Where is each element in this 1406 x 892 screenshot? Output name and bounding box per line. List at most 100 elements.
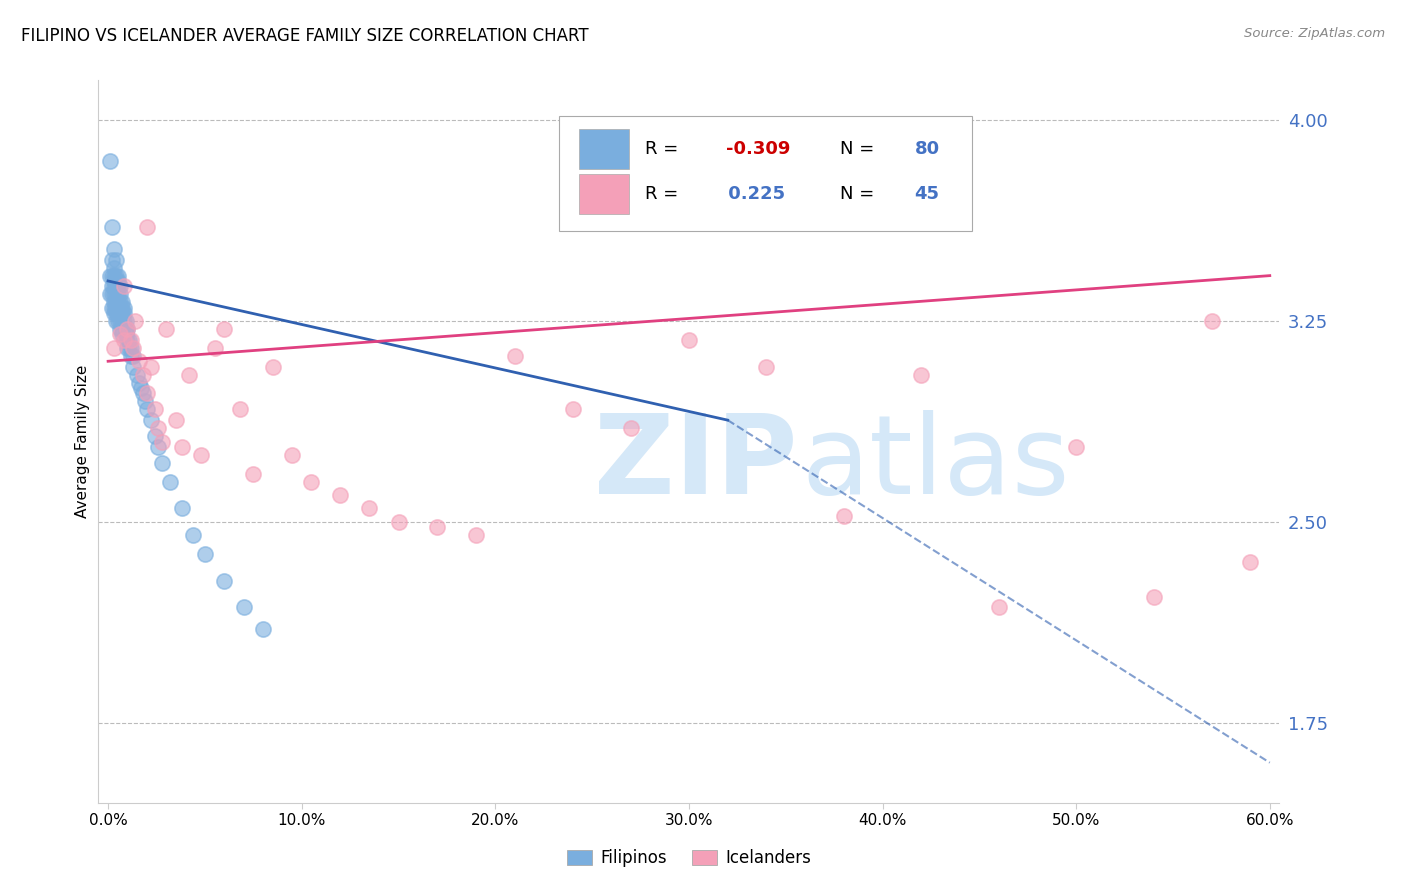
Point — [262, 359, 284, 374]
Point — [204, 341, 226, 355]
Point — [114, 314, 136, 328]
Point — [129, 381, 152, 395]
Point — [232, 600, 254, 615]
Point — [114, 322, 136, 336]
Text: 80: 80 — [914, 140, 939, 158]
Point — [242, 467, 264, 481]
Point — [101, 279, 124, 293]
Point — [159, 475, 181, 489]
Point — [122, 359, 145, 374]
Point — [1064, 440, 1087, 454]
Point — [103, 274, 125, 288]
Point — [426, 520, 449, 534]
Point — [150, 456, 173, 470]
Point — [329, 488, 352, 502]
Point — [108, 327, 131, 342]
Point — [103, 301, 125, 315]
Point — [359, 501, 381, 516]
Point — [170, 440, 193, 454]
Text: R =: R = — [645, 186, 679, 203]
Point — [101, 252, 124, 267]
Point — [107, 287, 129, 301]
Text: -0.309: -0.309 — [725, 140, 790, 158]
Point — [104, 287, 127, 301]
Point — [117, 322, 139, 336]
Point — [108, 322, 131, 336]
Point — [561, 402, 583, 417]
Point — [98, 268, 121, 283]
Text: FILIPINO VS ICELANDER AVERAGE FAMILY SIZE CORRELATION CHART: FILIPINO VS ICELANDER AVERAGE FAMILY SIZ… — [21, 27, 589, 45]
Point — [117, 333, 139, 347]
Point — [111, 295, 134, 310]
Point — [143, 402, 166, 417]
Point — [281, 448, 304, 462]
Point — [832, 509, 855, 524]
Point — [128, 354, 150, 368]
Point — [104, 274, 127, 288]
FancyBboxPatch shape — [579, 129, 628, 169]
Point — [135, 386, 157, 401]
Point — [103, 306, 125, 320]
Text: ZIP: ZIP — [595, 409, 797, 516]
Point — [101, 301, 124, 315]
Point — [229, 402, 252, 417]
Point — [1142, 590, 1164, 604]
Point — [120, 341, 142, 355]
Point — [387, 515, 409, 529]
Point — [132, 368, 155, 382]
Point — [179, 368, 201, 382]
Point — [98, 153, 121, 168]
Point — [139, 413, 162, 427]
Point — [465, 528, 488, 542]
Point — [104, 295, 127, 310]
Point — [1239, 555, 1261, 569]
Point — [987, 600, 1010, 615]
Point — [107, 268, 129, 283]
Point — [104, 252, 127, 267]
Point — [194, 547, 217, 561]
Point — [111, 322, 134, 336]
Point — [103, 287, 125, 301]
Point — [104, 301, 127, 315]
Point — [127, 368, 149, 382]
Point — [108, 279, 131, 293]
Text: R =: R = — [645, 140, 679, 158]
Point — [107, 301, 129, 315]
Point — [107, 274, 129, 288]
Point — [155, 322, 177, 336]
Point — [107, 295, 129, 310]
Point — [139, 359, 162, 374]
Point — [132, 386, 155, 401]
Point — [108, 314, 131, 328]
Point — [170, 501, 193, 516]
Point — [112, 301, 135, 315]
Point — [214, 322, 236, 336]
Point — [135, 402, 157, 417]
Text: Source: ZipAtlas.com: Source: ZipAtlas.com — [1244, 27, 1385, 40]
Point — [620, 421, 643, 435]
Text: atlas: atlas — [801, 409, 1070, 516]
Point — [107, 306, 129, 320]
Point — [98, 287, 121, 301]
Point — [103, 260, 125, 275]
Point — [118, 333, 141, 347]
Point — [181, 528, 204, 542]
Point — [150, 434, 173, 449]
Point — [101, 287, 124, 301]
Point — [103, 268, 125, 283]
Point — [111, 301, 134, 315]
Point — [190, 448, 212, 462]
Text: N =: N = — [841, 140, 875, 158]
Point — [103, 295, 125, 310]
Point — [143, 429, 166, 443]
Point — [117, 341, 139, 355]
Point — [122, 349, 145, 363]
Legend: Filipinos, Icelanders: Filipinos, Icelanders — [560, 843, 818, 874]
Point — [1201, 314, 1223, 328]
Text: 0.225: 0.225 — [723, 186, 785, 203]
Text: 45: 45 — [914, 186, 939, 203]
Point — [503, 349, 526, 363]
Point — [910, 368, 932, 382]
Point — [104, 314, 127, 328]
Point — [103, 242, 125, 256]
